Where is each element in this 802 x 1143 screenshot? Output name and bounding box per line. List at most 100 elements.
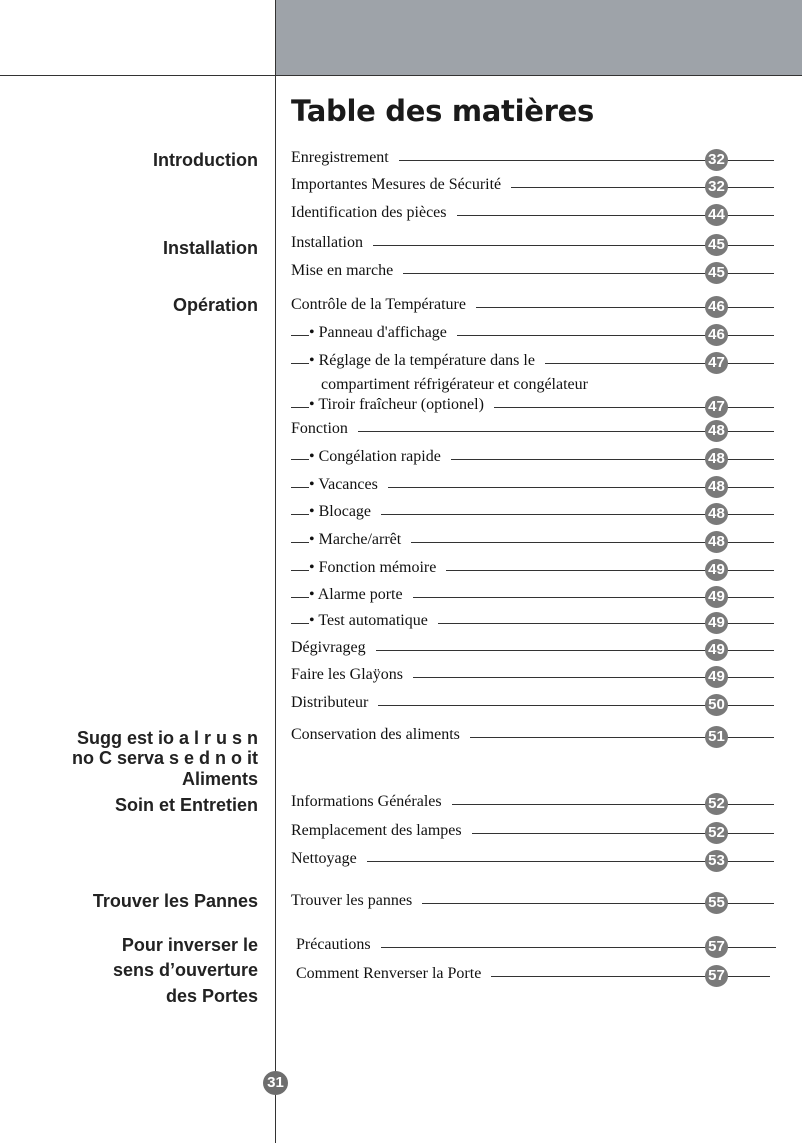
page-badge: 44 xyxy=(705,204,728,226)
page-badge: 49 xyxy=(705,586,728,608)
toc-entry-title: Remplacement des lampes xyxy=(291,822,472,840)
section-heading: Opération xyxy=(172,295,258,315)
toc-entry-title: Trouver les pannes xyxy=(291,892,423,910)
toc-entry-title: Mise en marche xyxy=(291,262,404,280)
toc-entry-title: Contrôle de la Température xyxy=(291,296,476,314)
toc-entry-title: Installation xyxy=(291,234,373,252)
toc-entry-title: Fonction xyxy=(291,420,358,438)
toc-entry-title: Identification des pièces xyxy=(291,204,457,222)
page-badge: 46 xyxy=(705,296,728,318)
page-badge: 51 xyxy=(705,726,728,748)
toc-entry[interactable]: • Panneau d'affichage 46 xyxy=(291,324,774,346)
leader-line xyxy=(291,542,774,543)
leader-line xyxy=(291,459,774,460)
toc-entry-title: • Panneau d'affichage xyxy=(309,324,457,342)
toc-entry[interactable]: Remplacement des lampes 52 xyxy=(291,822,774,844)
toc-entry[interactable]: Identification des pièces 44 xyxy=(291,204,774,226)
page-badge: 49 xyxy=(705,666,728,688)
page-badge: 48 xyxy=(705,531,728,553)
toc-entry[interactable]: Nettoyage 53 xyxy=(291,850,774,872)
page-badge: 49 xyxy=(705,639,728,661)
page-badge: 49 xyxy=(705,612,728,634)
page-badge: 45 xyxy=(705,262,728,284)
leader-line xyxy=(291,431,774,432)
leader-line xyxy=(291,307,774,308)
page-number-badge: 31 xyxy=(263,1071,288,1095)
toc-entry[interactable]: Précautions 57 xyxy=(296,936,776,958)
leader-line xyxy=(291,273,774,274)
page-badge: 57 xyxy=(705,936,728,958)
toc-entry-title: • Blocage xyxy=(309,503,382,521)
toc-entry[interactable]: Dégivrageg 49 xyxy=(291,639,774,661)
leader-line xyxy=(291,597,774,598)
toc-entry[interactable]: Importantes Mesures de Sécurité 32 xyxy=(291,176,774,198)
section-heading: Introduction xyxy=(153,150,258,170)
leader-line xyxy=(291,335,774,336)
toc-entry[interactable]: • Blocage 48 xyxy=(291,503,774,525)
toc-entry[interactable]: Faire les Glaÿons 49 xyxy=(291,666,774,688)
column-divider xyxy=(275,0,276,1143)
page-badge: 52 xyxy=(705,793,728,815)
toc-entry-title: • Congélation rapide xyxy=(309,448,451,466)
toc-entry[interactable]: Trouver les pannes 55 xyxy=(291,892,774,914)
toc-entry-title: • Réglage de la température dans le xyxy=(309,352,545,370)
toc-entry-title: • Fonction mémoire xyxy=(309,559,447,577)
toc-entry[interactable]: • Vacances 48 xyxy=(291,476,774,498)
toc-entry-title: Distributeur xyxy=(291,694,379,712)
toc-entry-title: Enregistrement xyxy=(291,149,399,167)
page-badge: 48 xyxy=(705,420,728,442)
toc-entry-title: Importantes Mesures de Sécurité xyxy=(291,176,512,194)
page-badge: 46 xyxy=(705,324,728,346)
toc-entry[interactable]: • Alarme porte 49 xyxy=(291,586,774,608)
toc-entry-title: • Vacances xyxy=(309,476,388,494)
leader-line xyxy=(291,407,774,408)
leader-line xyxy=(291,245,774,246)
toc-entry[interactable]: • Congélation rapide 48 xyxy=(291,448,774,470)
page-badge: 32 xyxy=(705,149,728,171)
toc-entry[interactable]: Enregistrement 32 xyxy=(291,149,774,171)
leader-line xyxy=(291,487,774,488)
page-badge: 53 xyxy=(705,850,728,872)
leader-line xyxy=(291,861,774,862)
toc-entry-title: • Alarme porte xyxy=(309,586,413,604)
page-badge: 47 xyxy=(705,396,728,418)
toc-entry-title: Comment Renverser la Porte xyxy=(296,965,492,983)
toc-entry-title: • Test automatique xyxy=(309,612,438,630)
toc-entry[interactable]: Distributeur 50 xyxy=(291,694,774,716)
toc-entry-title: • Tiroir fraîcheur (optionel) xyxy=(309,396,494,414)
toc-entry-title: Dégivrageg xyxy=(291,639,376,657)
toc-entry[interactable]: • Fonction mémoire 49 xyxy=(291,559,774,581)
toc-entry[interactable]: • Réglage de la température dans le 47 xyxy=(291,352,774,374)
leader-line xyxy=(296,947,776,948)
toc-entry[interactable]: Informations Générales 52 xyxy=(291,793,774,815)
leader-line xyxy=(291,570,774,571)
toc-entry[interactable]: • Tiroir fraîcheur (optionel) 47 xyxy=(291,396,774,418)
toc-entry-title: Nettoyage xyxy=(291,850,367,868)
page-badge: 52 xyxy=(705,822,728,844)
page-badge: 47 xyxy=(705,352,728,374)
leader-line xyxy=(296,976,770,977)
toc-entry[interactable]: Fonction 48 xyxy=(291,420,774,442)
toc-entry[interactable]: Mise en marche 45 xyxy=(291,262,774,284)
header-band xyxy=(276,0,802,75)
toc-entry[interactable]: • Test automatique 49 xyxy=(291,612,774,634)
section-heading: Sugg est io a l r u s n xyxy=(76,728,258,748)
toc-entry[interactable]: Contrôle de la Température 46 xyxy=(291,296,774,318)
page-badge: 45 xyxy=(705,234,728,256)
leader-line xyxy=(291,833,774,834)
toc-entry[interactable]: Comment Renverser la Porte 57 xyxy=(296,965,770,987)
section-heading: Aliments xyxy=(181,769,258,789)
toc-entry-title: • Marche/arrêt xyxy=(309,531,412,549)
section-heading: Pour inverser le xyxy=(121,935,258,955)
toc-entry[interactable]: Conservation des aliments 51 xyxy=(291,726,774,748)
section-heading: Soin et Entretien xyxy=(114,795,258,815)
page-badge: 50 xyxy=(705,694,728,716)
toc-entry[interactable]: Installation 45 xyxy=(291,234,774,256)
toc-entry-title: Conservation des aliments xyxy=(291,726,470,744)
toc-entry-title: Informations Générales xyxy=(291,793,452,811)
entry-continuation: compartiment réfrigérateur et congélateu… xyxy=(321,376,588,393)
leader-line xyxy=(291,514,774,515)
toc-entry[interactable]: • Marche/arrêt 48 xyxy=(291,531,774,553)
leader-line xyxy=(291,737,774,738)
leader-line xyxy=(291,215,774,216)
